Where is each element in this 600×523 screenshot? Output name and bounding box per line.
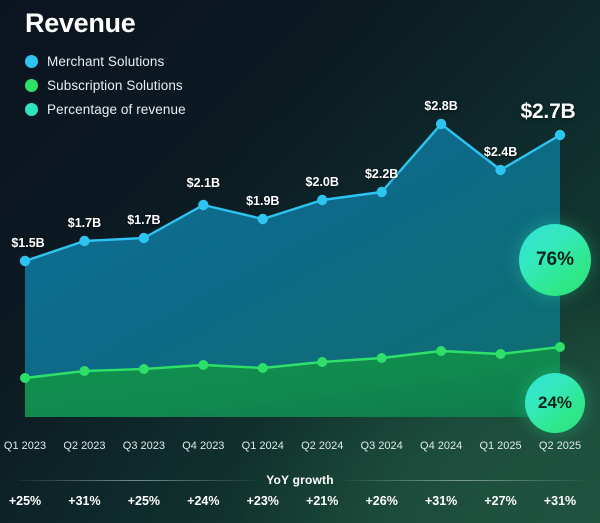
legend-label-merchant: Merchant Solutions [47,53,165,69]
x-axis-tick-q1-2024: Q1 2024 [241,440,284,452]
x-axis-tick-q2-2025: Q2 2025 [538,440,582,452]
area-merchant-solutions [25,124,560,417]
chart-legend: Merchant Solutions Subscription Solution… [25,53,186,117]
value-label-q4-2023: $2.1B [186,176,221,190]
value-label-q2-2024: $2.0B [305,175,339,189]
area-subscription-solutions [25,347,560,417]
x-axis-tick-q1-2025: Q1 2025 [479,440,522,452]
data-points-merchant-solutions [19,118,566,267]
legend-label-subscription: Subscription Solutions [47,77,183,93]
value-label-q4-2024: $2.8B [424,99,458,113]
merchant-share-value: 76% [535,249,575,270]
yoy-value-q3-2023: +25% [127,494,161,508]
yoy-value-q1-2025: +27% [484,494,517,508]
x-axis-tick-q2-2023: Q2 2023 [63,440,106,452]
data-points-subscription-solutions [20,342,565,383]
yoy-value-q4-2024: +31% [424,494,458,508]
yoy-value-q1-2023: +25% [8,494,42,508]
line-merchant-solutions [23,122,562,263]
yoy-value-q2-2024: +21% [306,494,339,508]
value-label-q3-2023: $1.7B [127,213,161,227]
value-label-q3-2024: $2.2B [364,167,399,181]
x-axis-tick-q4-2023: Q4 2023 [182,440,225,452]
divider-line-right [344,479,582,481]
value-label-q2-2023: $1.7B [67,216,102,230]
yoy-value-q1-2024: +23% [246,494,279,508]
legend-item-merchant-solutions[interactable]: Merchant Solutions [25,53,186,69]
yoy-divider: YoY growth [0,471,600,489]
x-axis-tick-q4-2024: Q4 2024 [420,440,463,452]
page-title: Revenue [25,8,136,38]
value-label-q1-2023: $1.5B [11,236,45,250]
yoy-growth-header: YoY growth [266,473,334,487]
value-label-q1-2024: $1.9B [246,194,280,208]
subscription-share-value: 24% [537,393,573,412]
yoy-value-q4-2023: +24% [187,494,220,508]
line-subscription-solutions [23,345,562,380]
subscription-share-bubble: 24% [525,373,585,433]
legend-color-swatch-percentage [25,102,38,116]
x-axis-tick-q3-2023: Q3 2023 [122,440,165,452]
yoy-value-q2-2023: +31% [68,494,101,508]
divider-line-left [18,479,256,481]
value-label-q1-2025: $2.4B [483,145,518,159]
legend-item-percentage-of-revenue[interactable]: Percentage of revenue [25,101,186,117]
legend-color-swatch-subscription [25,78,38,92]
x-axis-tick-q1-2023: Q1 2023 [3,440,47,452]
yoy-growth-values: +25% +31% +25% +24% +23% +21% +26% +31% +27% +31% [0,494,600,514]
x-axis-tick-q2-2024: Q2 2024 [301,440,344,452]
legend-item-subscription-solutions[interactable]: Subscription Solutions [25,77,186,93]
legend-color-swatch-merchant [25,54,38,68]
x-axis-tick-q3-2024: Q3 2024 [360,440,403,452]
value-label-q2-2025: $2.7B [520,100,576,123]
legend-label-percentage: Percentage of revenue [47,101,186,117]
merchant-share-bubble: 76% [519,224,591,296]
x-axis-labels: Q1 2023 Q2 2023 Q3 2023 Q4 2023 Q1 2024 Q2 20… [0,440,600,458]
yoy-value-q3-2024: +26% [365,494,398,508]
yoy-value-q2-2025: +31% [543,494,577,508]
